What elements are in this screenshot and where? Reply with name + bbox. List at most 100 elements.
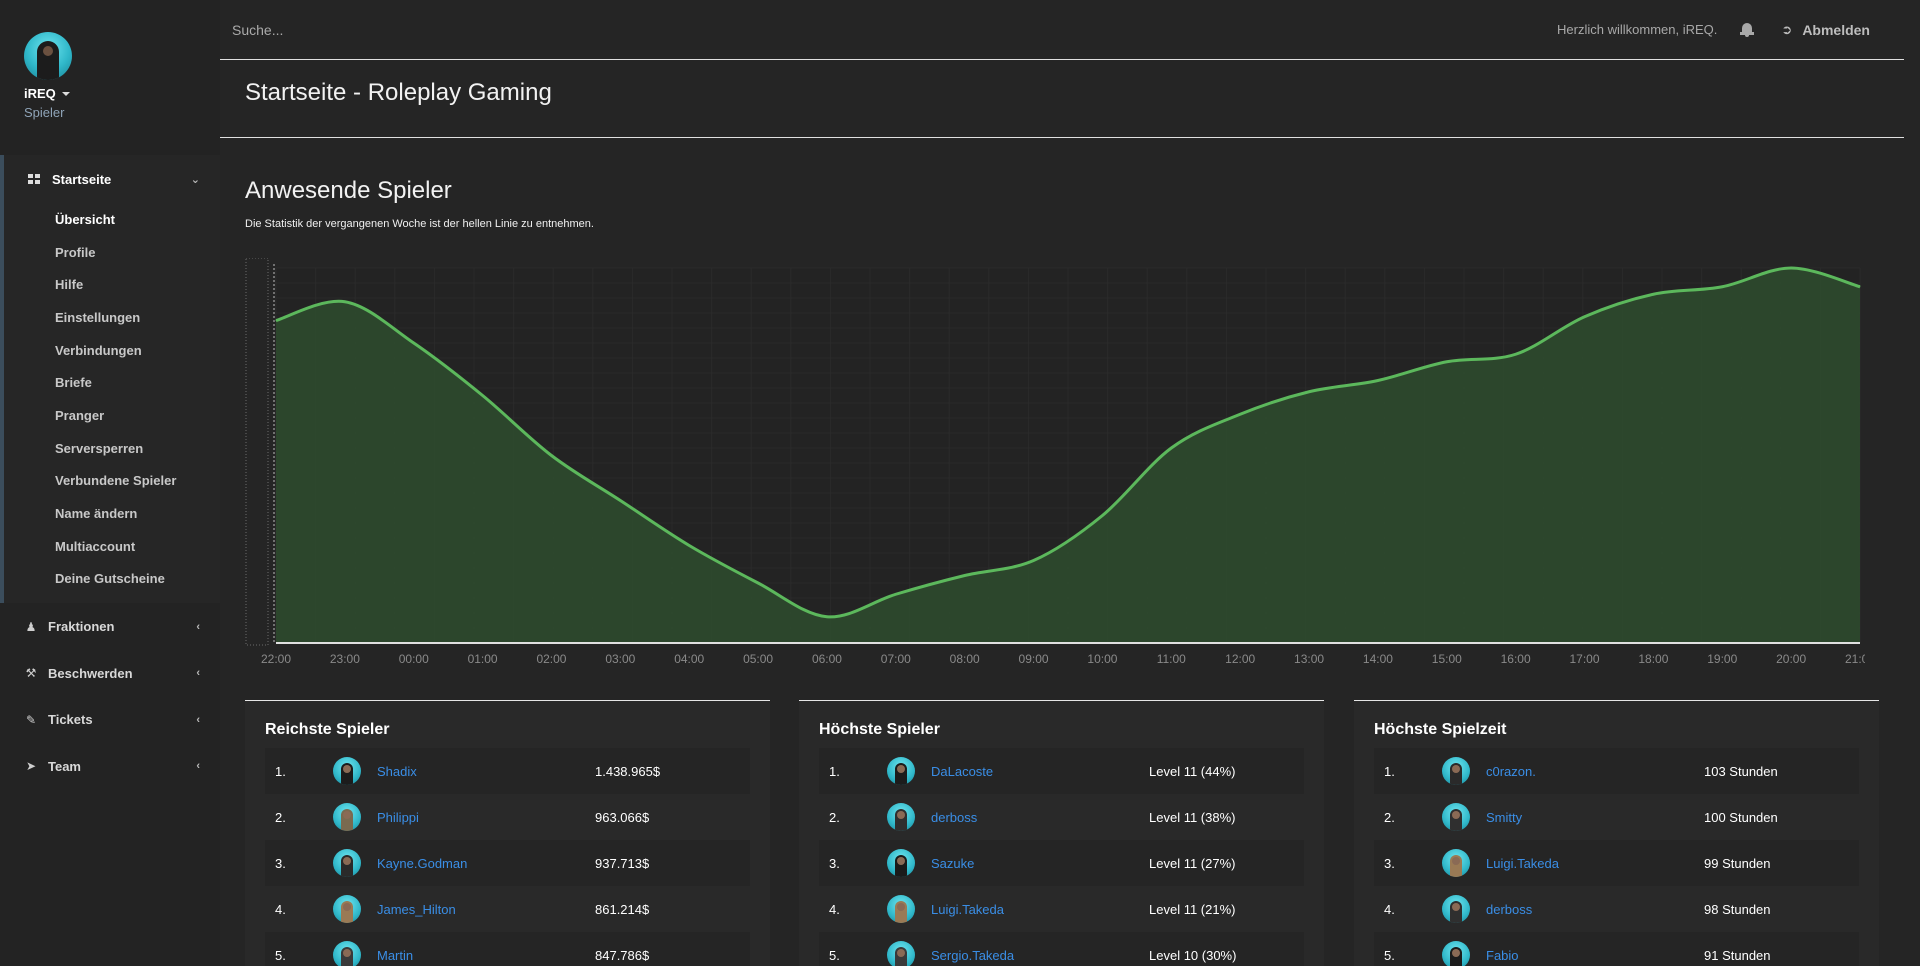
sidebar: iREQ Spieler Startseite ⌄ Übersicht Profi… xyxy=(0,0,220,966)
data-point xyxy=(275,320,277,321)
player-avatar xyxy=(1442,849,1470,877)
rank: 1. xyxy=(1384,763,1395,779)
x-tick-label: 08:00 xyxy=(950,652,980,666)
sidebar-group-team[interactable]: ➤ Team ‹ xyxy=(0,743,220,790)
x-tick-label: 09:00 xyxy=(1019,652,1049,666)
player-value: Level 11 (38%) xyxy=(1149,809,1236,825)
chart-subtitle: Die Statistik der vergangenen Woche ist … xyxy=(245,218,594,230)
avatar[interactable] xyxy=(24,32,72,80)
chevron-left-icon: ‹ xyxy=(196,620,200,633)
data-point xyxy=(1170,447,1172,449)
player-link[interactable]: Martin xyxy=(377,947,414,963)
nav-item-startseite[interactable]: Startseite ⌄ xyxy=(4,155,220,203)
data-point xyxy=(619,500,621,501)
sidebar-group-fraktionen[interactable]: ♟ Fraktionen ‹ xyxy=(0,603,220,650)
sidebar-subitem[interactable]: Name ändern xyxy=(55,506,138,522)
data-point xyxy=(1515,353,1517,355)
table-row: 4. Luigi.Takeda Level 11 (21%) xyxy=(819,886,1304,932)
players-chart: 22:00 23:00 00:00 01:00 02:00 03:00 04:00 05:00… xyxy=(240,257,1875,673)
leaderboard-card: Reichste Spieler 1. Shadix 1.438.965$ 2. Phil… xyxy=(245,700,770,966)
table-row: 3. Kayne.Godman 937.713$ xyxy=(265,840,750,886)
ticket-icon: ✎ xyxy=(25,712,37,727)
rank: 4. xyxy=(275,901,286,917)
player-link[interactable]: Fabio xyxy=(1486,947,1519,963)
player-value: 91 Stunden xyxy=(1704,947,1771,963)
sidebar-group-label: Fraktionen xyxy=(48,619,115,634)
x-tick-label: 21:00 xyxy=(1845,652,1865,666)
sidebar-group-beschwerden[interactable]: ⚒ Beschwerden ‹ xyxy=(0,650,220,697)
search-input[interactable] xyxy=(220,21,620,38)
table-row: 3. Sazuke Level 11 (27%) xyxy=(819,840,1304,886)
sidebar-subitem[interactable]: Übersicht xyxy=(55,211,115,227)
table-row: 1. c0razon. 103 Stunden xyxy=(1374,748,1859,794)
player-value: Level 10 (30%) xyxy=(1149,947,1237,963)
player-avatar xyxy=(887,757,915,785)
player-link[interactable]: derboss xyxy=(1486,901,1533,917)
player-link[interactable]: Shadix xyxy=(377,763,417,779)
player-link[interactable]: Kayne.Godman xyxy=(377,855,468,871)
player-avatar xyxy=(333,803,361,831)
sidebar-subitem[interactable]: Einstellungen xyxy=(55,309,141,325)
rank: 5. xyxy=(829,947,840,963)
player-value: Level 11 (27%) xyxy=(1149,855,1236,871)
data-point xyxy=(550,455,552,456)
sidebar-subitem[interactable]: Deine Gutscheine xyxy=(55,571,165,587)
rank: 3. xyxy=(829,855,840,871)
rank: 3. xyxy=(1384,855,1395,871)
player-link[interactable]: Luigi.Takeda xyxy=(1486,855,1559,871)
x-tick-label: 07:00 xyxy=(881,652,911,666)
bell-icon[interactable] xyxy=(1739,22,1755,38)
chevron-left-icon: ‹ xyxy=(196,667,200,679)
sidebar-subitem[interactable]: Verbundene Spieler xyxy=(55,473,177,489)
x-tick-label: 11:00 xyxy=(1157,652,1186,666)
rank: 2. xyxy=(829,809,840,825)
table-row: 3. Luigi.Takeda 99 Stunden xyxy=(1374,840,1859,886)
player-avatar xyxy=(333,757,361,785)
data-point xyxy=(1859,286,1861,288)
logout-button[interactable]: ➲ Abmelden xyxy=(1781,22,1870,38)
table-row: 1. Shadix 1.438.965$ xyxy=(265,748,750,794)
rank: 4. xyxy=(829,901,840,917)
sidebar-subitem[interactable]: Briefe xyxy=(55,375,92,391)
player-link[interactable]: c0razon. xyxy=(1486,763,1536,779)
player-link[interactable]: Luigi.Takeda xyxy=(931,901,1004,917)
user-menu-toggle[interactable]: iREQ xyxy=(24,86,220,101)
player-link[interactable]: Smitty xyxy=(1486,809,1523,825)
table-row: 4. James_Hilton 861.214$ xyxy=(265,886,750,932)
dashboard-icon xyxy=(28,174,42,184)
player-avatar xyxy=(887,895,915,923)
x-tick-label: 19:00 xyxy=(1707,652,1737,666)
sidebar-subitem[interactable]: Hilfe xyxy=(55,277,84,293)
chevron-left-icon: ‹ xyxy=(196,713,200,726)
data-point xyxy=(1377,380,1379,381)
player-link[interactable]: Sazuke xyxy=(931,855,975,871)
card-title: Reichste Spieler xyxy=(265,721,390,738)
data-point xyxy=(895,593,897,595)
sidebar-subitem[interactable]: Profile xyxy=(55,244,96,260)
x-tick-label: 17:00 xyxy=(1570,652,1600,666)
player-link[interactable]: Philippi xyxy=(377,809,419,825)
player-link[interactable]: derboss xyxy=(931,809,978,825)
data-point xyxy=(688,545,690,546)
x-tick-label: 18:00 xyxy=(1638,652,1668,666)
player-link[interactable]: DaLacoste xyxy=(931,763,994,779)
users-icon: ♟ xyxy=(25,619,37,634)
player-link[interactable]: Sergio.Takeda xyxy=(931,947,1015,963)
x-tick-label: 05:00 xyxy=(743,652,773,666)
user-name: iREQ xyxy=(24,86,56,101)
x-tick-label: 12:00 xyxy=(1225,652,1255,666)
player-avatar xyxy=(887,803,915,831)
player-avatar xyxy=(333,895,361,923)
sidebar-group-tickets[interactable]: ✎ Tickets ‹ xyxy=(0,696,220,743)
sidebar-subitem[interactable]: Verbindungen xyxy=(55,342,142,358)
topbar: Herzlich willkommen, iREQ. ➲ Abmelden xyxy=(220,0,1904,60)
data-point xyxy=(757,582,759,584)
data-point xyxy=(413,342,415,344)
rank: 1. xyxy=(829,763,840,779)
rocket-icon: ➤ xyxy=(25,759,37,773)
sidebar-subitem[interactable]: Serversperren xyxy=(55,440,144,456)
sidebar-subitem[interactable]: Pranger xyxy=(55,407,105,423)
sidebar-subitem[interactable]: Multiaccount xyxy=(55,538,136,554)
player-link[interactable]: James_Hilton xyxy=(377,901,456,917)
data-point xyxy=(964,575,966,576)
